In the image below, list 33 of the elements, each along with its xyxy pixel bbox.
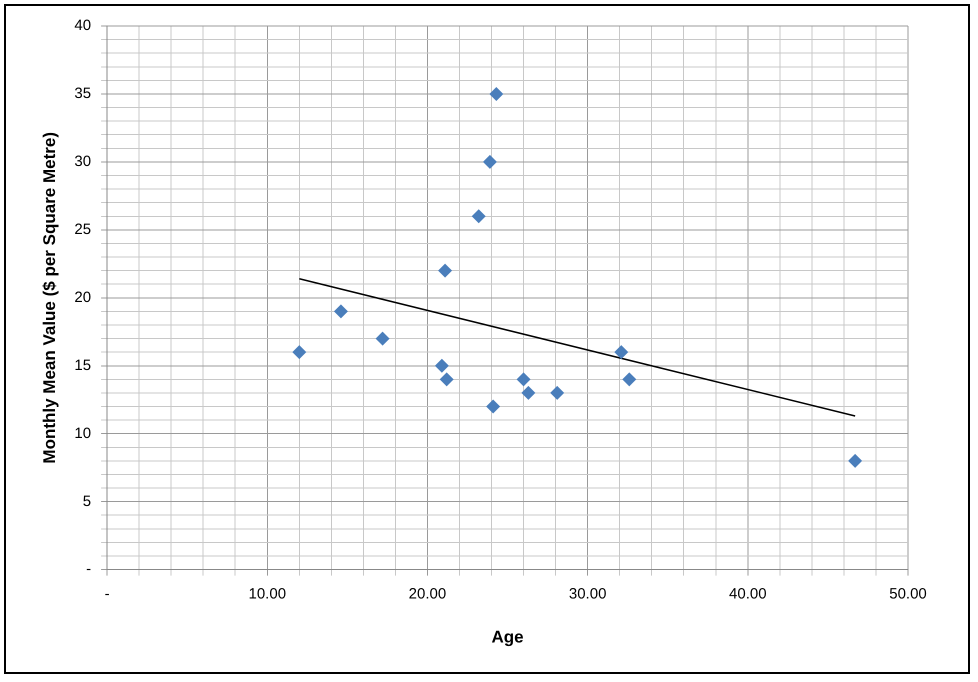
point [472, 209, 486, 224]
point [440, 372, 454, 386]
point [486, 400, 500, 414]
x-tick-label: - [104, 586, 110, 603]
point [622, 372, 636, 386]
point [848, 454, 862, 468]
y-tick-label: 30 [74, 153, 92, 170]
point [334, 304, 348, 318]
point [550, 386, 564, 400]
point [521, 386, 536, 400]
x-tick-label: 50.00 [889, 586, 927, 603]
y-tick-label: 20 [74, 288, 92, 306]
y-tick-label: 35 [74, 85, 92, 102]
point [516, 372, 531, 386]
point [434, 358, 449, 373]
y-tick-label: 10 [74, 424, 92, 442]
point [376, 332, 390, 346]
point [292, 345, 306, 360]
point [482, 154, 497, 169]
y-tick-label: - [86, 560, 92, 578]
y-tick-label: 15 [74, 356, 92, 374]
y-tick-label: 40 [74, 17, 92, 34]
x-tick-label: 10.00 [248, 586, 286, 603]
x-axis-title: Age [491, 627, 524, 646]
x-tick-label: 30.00 [568, 586, 606, 603]
point [438, 264, 452, 278]
y-tick-label: 5 [82, 492, 92, 510]
x-tick-label: 40.00 [729, 586, 767, 603]
y-axis-title: Monthly Mean Value ($ per Square Metre) [40, 132, 59, 464]
y-tick-label: 25 [74, 220, 92, 238]
point [489, 86, 504, 101]
point [614, 345, 628, 360]
x-tick-label: 20.00 [408, 586, 446, 603]
